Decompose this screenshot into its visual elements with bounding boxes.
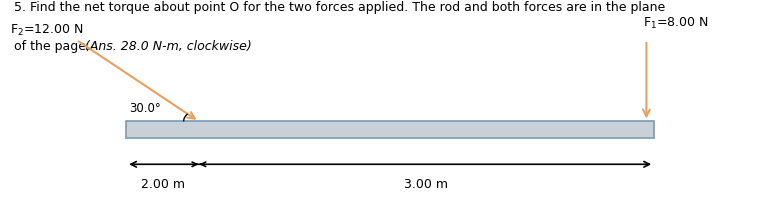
Text: of the page.: of the page. — [14, 40, 94, 53]
Bar — [126, 121, 654, 138]
Text: 30.0°: 30.0° — [129, 102, 161, 115]
Text: 5. Find the net torque about point O for the two forces applied. The rod and bot: 5. Find the net torque about point O for… — [14, 1, 665, 14]
Text: 3.00 m: 3.00 m — [405, 178, 448, 191]
Text: (Ans. 28.0 N-m, clockwise): (Ans. 28.0 N-m, clockwise) — [85, 40, 252, 53]
Text: F$_2$=12.00 N: F$_2$=12.00 N — [10, 23, 83, 38]
Text: F$_1$=8.00 N: F$_1$=8.00 N — [643, 16, 708, 31]
Text: 2.00 m: 2.00 m — [141, 178, 184, 191]
